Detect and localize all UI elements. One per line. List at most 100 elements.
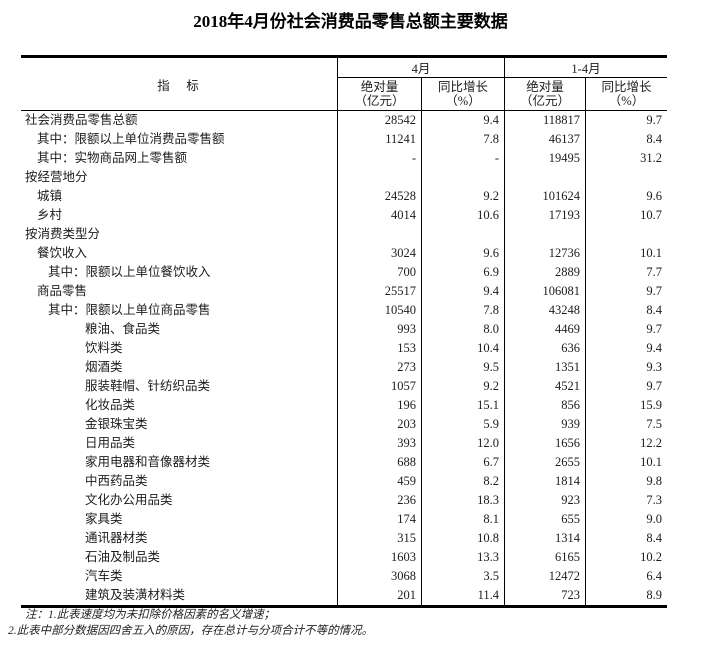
cum-absolute-value: 2655 [505,453,586,472]
page-title: 2018年4月份社会消费品零售总额主要数据 [193,12,508,31]
cum-growth-value: 6.4 [646,569,662,583]
data-table: 指 标 4月 1-4月 绝对量 （亿元） 同比增长 （%） 绝对量 （亿元） 同… [21,55,667,608]
apr-absolute-value: 24528 [338,187,422,206]
row-label: 烟酒类 [21,358,338,377]
row-label: 乡村 [21,206,338,225]
april-column-header: 4月 [338,58,505,78]
row-label: 商品零售 [21,282,338,301]
cum-growth-value: 10.7 [640,208,662,222]
row-label: 城镇 [21,187,338,206]
apr-absolute-value: 203 [338,415,422,434]
table-header: 指 标 4月 1-4月 绝对量 （亿元） 同比增长 （%） 绝对量 （亿元） 同… [21,58,667,111]
cum-absolute-value: 4521 [505,377,586,396]
cum-absolute-value: 923 [505,491,586,510]
cum-growth-value: 12.2 [640,436,662,450]
apr-growth-value: 9.4 [422,282,505,301]
row-label: 其中：限额以上单位商品零售 [21,301,338,320]
cum-absolute-value: 106081 [505,282,586,301]
cum-absolute-value: 12472 [505,567,586,586]
table-row: 文化办公用品类 236 18.3 923 7.3 [21,491,667,510]
absolute-unit-label: （亿元） [354,94,405,108]
growth-label: 同比增长 [601,79,652,94]
table-row: 餐饮收入 3024 9.6 12736 10.1 [21,244,667,263]
cum-growth-value: 8.4 [646,531,662,545]
growth-label: 同比增长 [437,79,488,94]
apr-growth-value: 9.2 [422,377,505,396]
table-row: 汽车类 3068 3.5 12472 6.4 [21,567,667,586]
cum-growth-value: 9.6 [646,189,662,203]
cum-growth-value: 9.7 [646,113,662,127]
table-row: 乡村 4014 10.6 17193 10.7 [21,206,667,225]
apr-growth-value: - [422,149,505,168]
absolute-label: 绝对量 [360,79,399,94]
apr-growth-value [422,225,505,244]
cum-absolute-value: 43248 [505,301,586,320]
april-absolute-subheader: 绝对量 （亿元） [338,78,422,110]
row-label: 其中：限额以上单位消费品零售额 [21,130,338,149]
apr-growth-value: 8.1 [422,510,505,529]
apr-absolute-value: 201 [338,586,422,605]
apr-absolute-value: 236 [338,491,422,510]
row-label: 建筑及装潢材料类 [21,586,338,605]
cum-absolute-value: 4469 [505,320,586,339]
table-row: 按经营地分 [21,168,667,187]
cum-absolute-value: 6165 [505,548,586,567]
apr-absolute-value: 174 [338,510,422,529]
cum-growth-value: 8.9 [646,588,662,602]
indicator-column-header: 指 标 [21,58,338,110]
row-label: 社会消费品零售总额 [21,111,338,130]
row-label: 粮油、食品类 [21,320,338,339]
cum-absolute-value: 12736 [505,244,586,263]
row-label: 其中：限额以上单位餐饮收入 [21,263,338,282]
cum-growth-value: 9.4 [646,341,662,355]
row-label: 化妆品类 [21,396,338,415]
cum-growth-value [586,168,667,187]
table-row: 家用电器和音像器材类 688 6.7 2655 10.1 [21,453,667,472]
table-row: 商品零售 25517 9.4 106081 9.7 [21,282,667,301]
table-row: 粮油、食品类 993 8.0 4469 9.7 [21,320,667,339]
row-label: 汽车类 [21,567,338,586]
row-label: 餐饮收入 [21,244,338,263]
cum-growth-value [586,225,667,244]
cum-absolute-value: 856 [505,396,586,415]
jan-apr-absolute-subheader: 绝对量 （亿元） [505,78,586,110]
cum-growth-value: 9.7 [646,284,662,298]
row-label: 按消费类型分 [21,225,338,244]
apr-growth-value: 9.5 [422,358,505,377]
apr-growth-value: 10.4 [422,339,505,358]
cum-growth-value: 9.0 [646,512,662,526]
apr-growth-value: 9.6 [422,244,505,263]
table-row: 烟酒类 273 9.5 1351 9.3 [21,358,667,377]
cum-growth-value: 9.7 [646,379,662,393]
cum-absolute-value [505,225,586,244]
apr-absolute-value [338,168,422,187]
apr-growth-value: 9.2 [422,187,505,206]
apr-absolute-value: 1603 [338,548,422,567]
cum-absolute-value: 2889 [505,263,586,282]
cum-growth-value: 7.3 [646,493,662,507]
row-label: 石油及制品类 [21,548,338,567]
april-growth-subheader: 同比增长 （%） [422,78,505,110]
table-row: 金银珠宝类 203 5.9 939 7.5 [21,415,667,434]
cum-growth-value: 9.3 [646,360,662,374]
cum-absolute-value: 723 [505,586,586,605]
growth-unit-label: （%） [608,94,645,108]
apr-growth-value: 6.7 [422,453,505,472]
footnote-1: 注：1.此表速度均为未扣除价格因素的名义增速； [25,609,276,621]
cum-absolute-value: 19495 [505,149,586,168]
apr-growth-value: 18.3 [422,491,505,510]
cum-absolute-value: 118817 [505,111,586,130]
table-row: 化妆品类 196 15.1 856 15.9 [21,396,667,415]
cum-absolute-value: 939 [505,415,586,434]
footnote-2: 2.此表中部分数据因四舍五入的原因，存在总计与分项合计不等的情况。 [8,625,374,637]
cum-absolute-value [505,168,586,187]
cum-absolute-value: 46137 [505,130,586,149]
apr-growth-value: 8.2 [422,472,505,491]
cum-absolute-value: 17193 [505,206,586,225]
table-row: 服装鞋帽、针纺织品类 1057 9.2 4521 9.7 [21,377,667,396]
apr-absolute-value: 273 [338,358,422,377]
table-row: 通讯器材类 315 10.8 1314 8.4 [21,529,667,548]
row-label: 其中：实物商品网上零售额 [21,149,338,168]
apr-absolute-value: 3024 [338,244,422,263]
